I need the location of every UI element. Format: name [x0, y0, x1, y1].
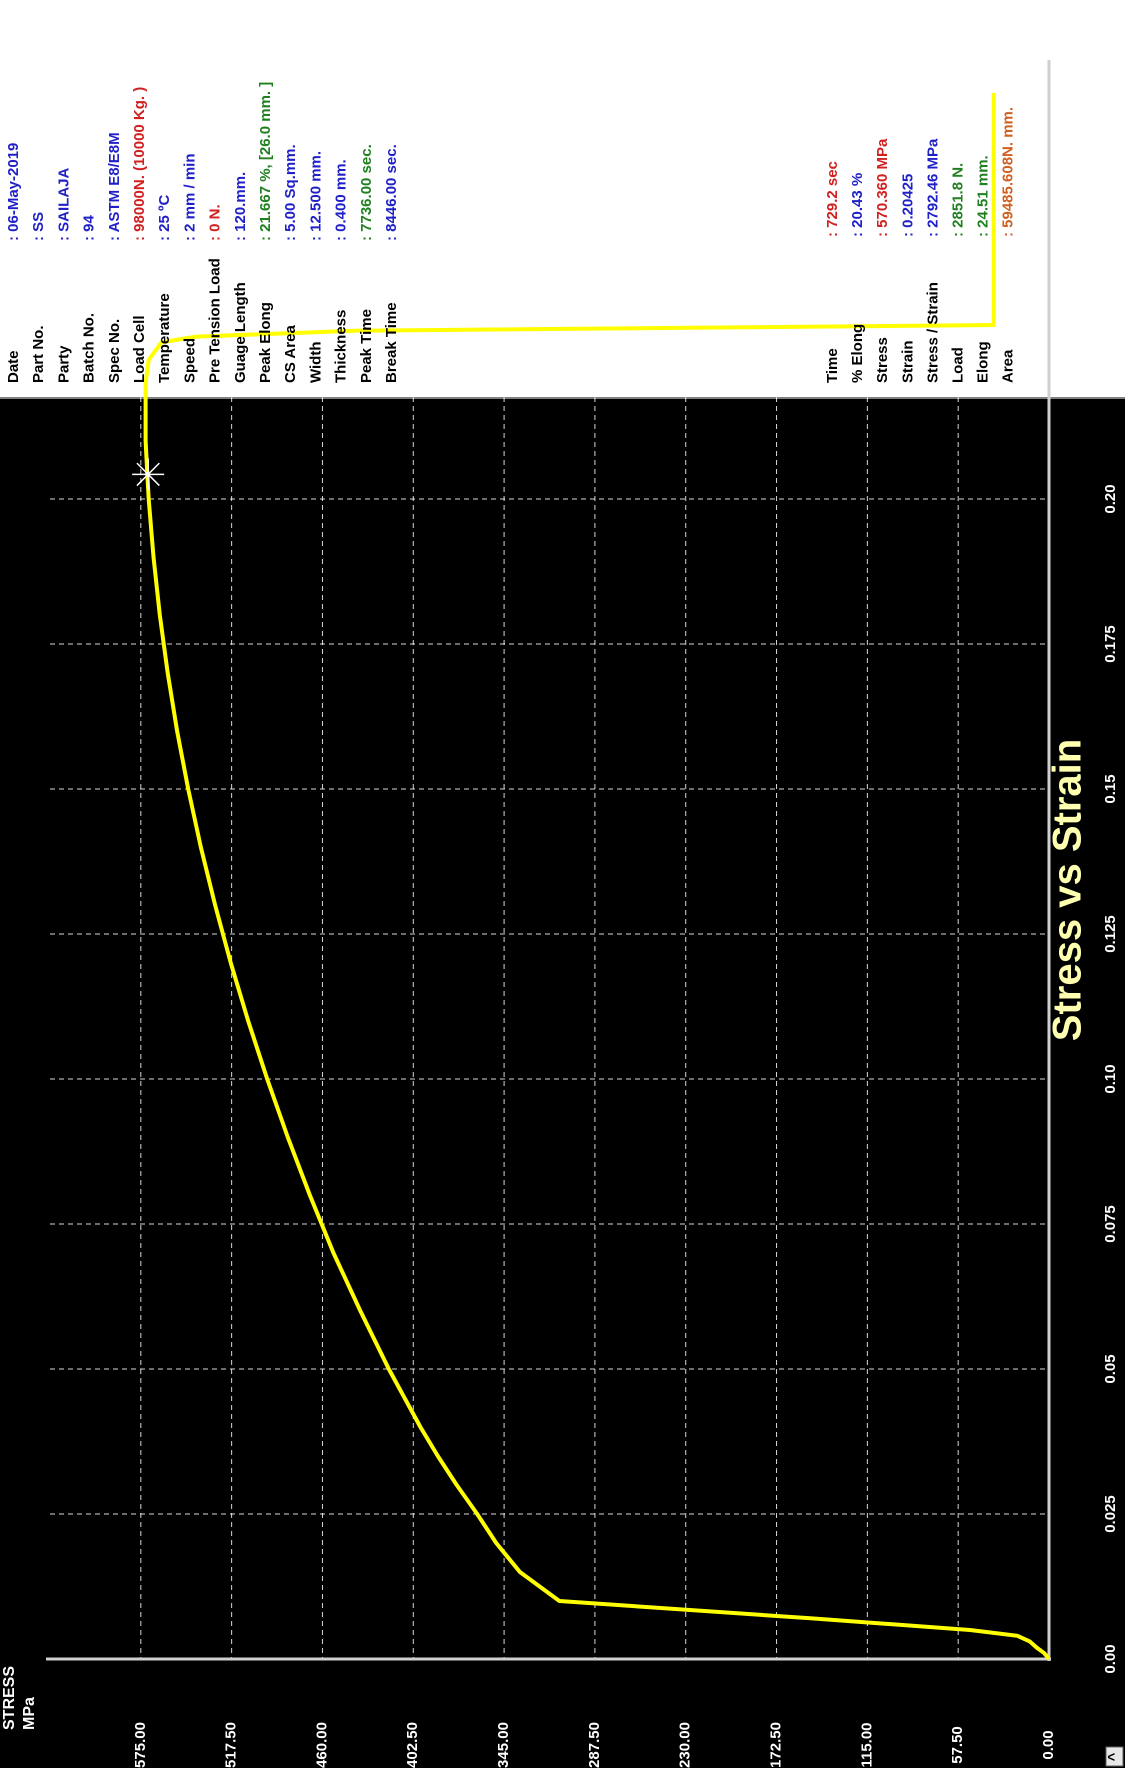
- scroll-button-label: ^: [1105, 1752, 1122, 1761]
- y-tick-label: 345.00: [495, 1722, 512, 1768]
- detail-value: : 7736.00 sec.: [358, 144, 375, 241]
- detail-value: : 98000N. (10000 Kg. ): [131, 87, 148, 241]
- detail-value: : 94: [81, 214, 98, 241]
- y-tick-label: 172.50: [768, 1722, 785, 1768]
- detail-value: : 120.mm.: [232, 172, 249, 241]
- readout-value: : 729.2 sec: [824, 161, 841, 237]
- y-tick-label: 575.00: [132, 1722, 149, 1768]
- stress-strain-curve: [143, 93, 1051, 1661]
- readout-label: Stress / Strain: [924, 282, 941, 383]
- detail-label: CS Area: [282, 325, 299, 383]
- detail-value: : 2 mm / min: [181, 153, 198, 241]
- x-tick-label: 0.075: [1102, 1205, 1119, 1243]
- detail-label: Pre Tension Load: [207, 258, 224, 383]
- detail-value: : SS: [30, 212, 47, 241]
- detail-value: : 21.667 %, [26.0 mm. ]: [257, 82, 274, 241]
- y-tick-label: 230.00: [677, 1722, 694, 1768]
- detail-label: Speed: [181, 338, 198, 383]
- detail-label: Width: [307, 341, 324, 383]
- readout-label: Elong: [975, 341, 992, 383]
- chart-titles: Stress vs Strain STRAIN STRESS MPa: [1, 0, 1089, 1730]
- current-point-marker-stroke: [136, 462, 160, 487]
- x-tick-label: 0.125: [1102, 915, 1119, 953]
- detail-label: Peak Time: [358, 309, 375, 383]
- stress-strain-series: [143, 93, 1051, 1661]
- readout-label: % Elong: [849, 324, 866, 383]
- detail-label: Part No.: [30, 325, 47, 383]
- readout-label: Area: [1000, 349, 1017, 383]
- detail-label: Temperature: [156, 293, 173, 383]
- readout-value: : 24.51 mm.: [975, 155, 992, 237]
- x-tick-label: 0.225: [1102, 335, 1119, 373]
- x-tick-label: 0.25: [1102, 194, 1119, 223]
- chart-title: Stress vs Strain: [1046, 739, 1090, 1041]
- x-tick-label: 0.00: [1102, 1644, 1119, 1673]
- y-tick-label: 460.00: [313, 1722, 330, 1768]
- x-axis-label: STRAIN: [1066, 0, 1083, 58]
- plot-background: [0, 398, 1125, 1768]
- y-tick-label: 402.50: [404, 1722, 421, 1768]
- detail-value: : 0.400 mm.: [333, 159, 350, 241]
- y-tick-label: 287.50: [586, 1722, 603, 1768]
- readout-value: : 20.43 %: [849, 173, 866, 237]
- info-panel-background: [0, 0, 1125, 398]
- x-tick-label: 0.15: [1102, 774, 1119, 803]
- detail-label: Load Cell: [131, 315, 148, 383]
- readout-value: : 2792.46 MPa: [924, 138, 941, 237]
- x-tick-label: 0.10: [1102, 1064, 1119, 1093]
- y-tick-label: 115.00: [858, 1722, 875, 1767]
- current-point-markers: [132, 458, 165, 491]
- readout-value: : 0.20425: [899, 174, 916, 237]
- live-readout-panel: Time : 729.2 sec % Elong : 20.43 % Stress : 5…: [824, 107, 1017, 383]
- readout-label: Time: [824, 348, 841, 383]
- readout-value: : 570.360 MPa: [874, 138, 891, 237]
- readout-value: : 59485.608N. mm.: [1000, 107, 1017, 237]
- detail-value: : 0 N.: [207, 204, 224, 241]
- readout-value: : 2851.8 N.: [949, 163, 966, 237]
- readout-label: Strain: [899, 340, 916, 383]
- y-tick-labels: 0.00 57.50 115.00 172.50 230.00 287.50 345.00 4…: [132, 1722, 1057, 1768]
- x-tick-label: 0.175: [1102, 625, 1119, 663]
- test-details-panel: Date : 06-May-2019 Part No. : SS Party : SAIL…: [5, 82, 400, 383]
- detail-label: Thickness: [333, 310, 350, 383]
- detail-value: : 25 ºC: [156, 195, 173, 241]
- y-tick-label: 0.00: [1040, 1730, 1057, 1759]
- readout-label: Stress: [874, 337, 891, 383]
- y-axis-label: STRESS: [1, 1666, 18, 1730]
- axes: [46, 60, 1051, 1661]
- readout-label: Load: [949, 347, 966, 383]
- y-tick-label: 57.50: [949, 1726, 966, 1764]
- detail-label: Break Time: [383, 302, 400, 383]
- detail-value: : 8446.00 sec.: [383, 144, 400, 241]
- detail-value: : 12.500 mm.: [307, 151, 324, 241]
- x-tick-label: 0.05: [1102, 1354, 1119, 1383]
- detail-label: Batch No.: [81, 313, 98, 383]
- detail-label: Party: [55, 345, 72, 383]
- detail-label: Date: [5, 350, 22, 383]
- scroll-button[interactable]: ^: [1105, 1746, 1124, 1767]
- y-axis-unit: MPa: [21, 1697, 38, 1730]
- detail-value: : SAILAJA: [55, 167, 72, 241]
- detail-value: : 06-May-2019: [5, 143, 22, 241]
- x-tick-label: 0.025: [1102, 1495, 1119, 1533]
- detail-label: Guage Length: [232, 282, 249, 383]
- detail-label: Spec No.: [106, 319, 123, 383]
- x-tick-labels: 0.00 0.025 0.05 0.075 0.10 0.125 0.15 0.175 0.20…: [1102, 194, 1119, 1673]
- detail-value: : 5.00 Sq.mm.: [282, 144, 299, 241]
- detail-label: Peak Elong: [257, 302, 274, 383]
- detail-value: : ASTM E8/E8M: [106, 132, 123, 241]
- y-tick-label: 517.50: [223, 1722, 240, 1768]
- x-tick-label: 0.20: [1102, 484, 1119, 513]
